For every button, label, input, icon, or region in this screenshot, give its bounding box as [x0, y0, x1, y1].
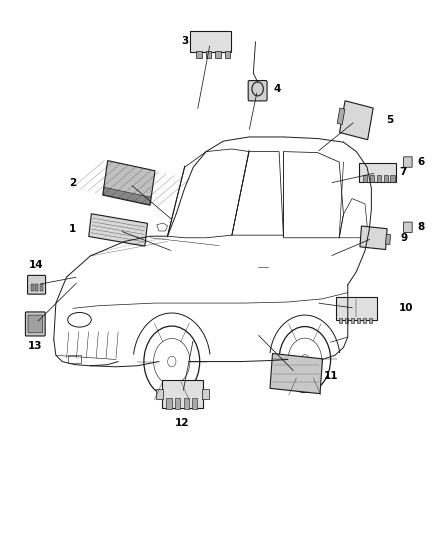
Bar [197, 51, 201, 58]
FancyBboxPatch shape [28, 276, 46, 294]
Bar [202, 389, 209, 399]
Bar [206, 51, 211, 58]
FancyBboxPatch shape [162, 380, 203, 408]
Bar [31, 284, 34, 291]
Text: 12: 12 [175, 418, 190, 428]
FancyBboxPatch shape [270, 353, 322, 394]
Bar [40, 284, 43, 291]
Bar [384, 175, 388, 182]
Text: 1: 1 [69, 224, 77, 234]
FancyBboxPatch shape [403, 157, 412, 167]
Bar [377, 175, 381, 182]
Text: 10: 10 [399, 303, 414, 313]
Bar [369, 318, 372, 324]
Bar [215, 51, 220, 58]
FancyBboxPatch shape [102, 160, 155, 205]
Bar [192, 398, 198, 409]
FancyBboxPatch shape [403, 222, 412, 232]
Text: 4: 4 [274, 84, 281, 94]
FancyBboxPatch shape [336, 297, 377, 320]
FancyBboxPatch shape [190, 31, 231, 52]
Bar [156, 389, 163, 399]
Bar [225, 51, 230, 58]
Bar [345, 318, 348, 324]
Bar [391, 175, 395, 182]
Bar [337, 108, 345, 125]
Bar [103, 187, 151, 205]
FancyBboxPatch shape [28, 315, 42, 333]
Text: 5: 5 [386, 115, 394, 125]
Bar [385, 234, 391, 245]
Text: 14: 14 [29, 260, 44, 270]
Bar [370, 175, 374, 182]
Bar [350, 318, 354, 324]
Bar [35, 284, 38, 291]
Bar [363, 318, 367, 324]
Bar [68, 356, 81, 362]
Bar [166, 398, 172, 409]
Text: 13: 13 [28, 341, 42, 351]
FancyBboxPatch shape [25, 312, 45, 336]
Bar [363, 175, 367, 182]
Bar [184, 398, 189, 409]
Text: 7: 7 [399, 167, 406, 177]
Text: 9: 9 [400, 233, 407, 243]
FancyBboxPatch shape [359, 163, 396, 182]
Bar [175, 398, 180, 409]
FancyBboxPatch shape [339, 101, 373, 140]
FancyBboxPatch shape [248, 80, 267, 101]
FancyBboxPatch shape [360, 226, 387, 249]
Text: 6: 6 [417, 157, 424, 167]
Text: 2: 2 [69, 178, 77, 188]
Text: 11: 11 [324, 371, 339, 381]
Text: 8: 8 [417, 222, 424, 232]
Bar [339, 318, 343, 324]
Text: 3: 3 [182, 36, 189, 46]
Bar [357, 318, 360, 324]
FancyBboxPatch shape [89, 214, 148, 246]
